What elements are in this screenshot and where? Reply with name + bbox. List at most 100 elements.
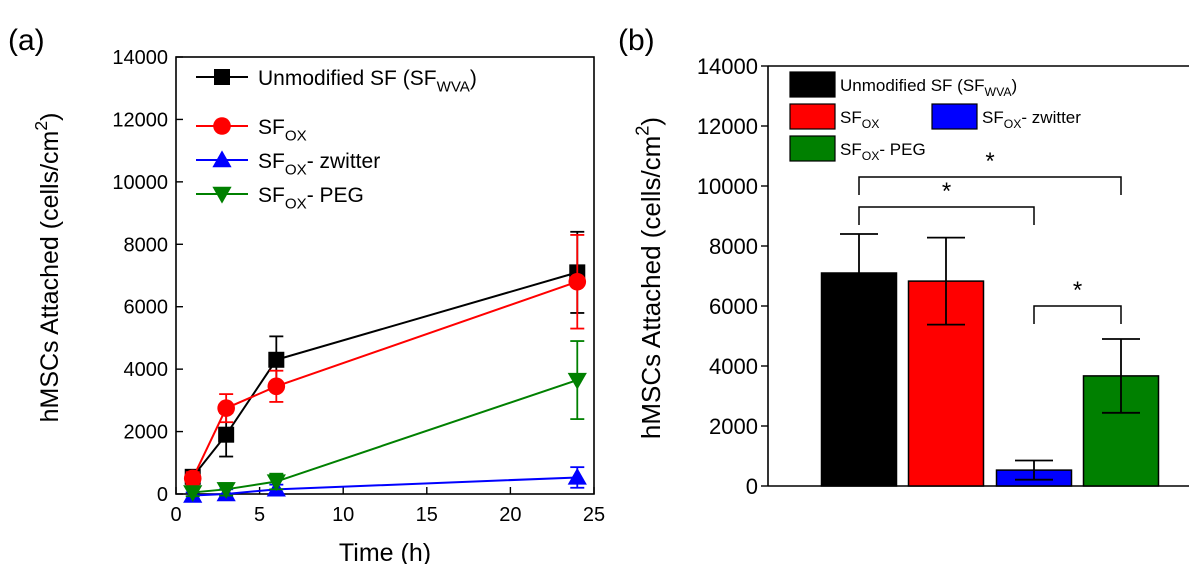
legend-marker (213, 117, 231, 135)
y-tick-label: 2000 (709, 414, 758, 439)
significance-bracket (858, 176, 1122, 195)
y-axis-label-tail: ) (36, 113, 64, 121)
significance-star: * (942, 178, 951, 205)
y-axis-label: hMSCs Attached (cells/cm2) (31, 113, 64, 423)
y-axis-label-text: hMSCs Attached (cells/cm (636, 136, 666, 439)
panel-label-b: (b) (618, 24, 655, 57)
y-tick-label: 2000 (124, 422, 169, 444)
y-tick-label: 4000 (124, 359, 169, 381)
legend-label: Unmodified SF (SFWVA) (840, 76, 1017, 99)
series-line (192, 476, 578, 497)
y-axis-label-superscript: 2 (31, 121, 51, 131)
legend-swatch (931, 103, 978, 130)
legend-label: Unmodified SF (SFWVA) (258, 67, 477, 95)
series-line (191, 280, 578, 479)
legend-marker (214, 69, 230, 85)
legend-label-subscript: OX (285, 161, 307, 178)
data-point (567, 467, 587, 485)
series-line (192, 379, 578, 494)
y-tick-label: 8000 (709, 234, 758, 259)
legend-label-suffix: - PEG (307, 184, 364, 207)
data-point (218, 426, 235, 443)
data-point (216, 482, 236, 499)
y-tick-label: 10000 (697, 174, 758, 199)
series-line (191, 271, 578, 478)
data-point (568, 272, 587, 291)
plot-frame (175, 56, 595, 495)
legend-label: SFOX- zwitter (258, 150, 380, 178)
legend-label: SFOX- zwitter (982, 108, 1081, 131)
series-2 (183, 466, 587, 503)
y-axis-label: hMSCs Attached (cells/cm2) (632, 117, 666, 439)
line-chart: 0 2000 4000 6000 8000 10000 12000 14000 0 5 10 15 20… (31, 47, 605, 564)
legend-label: SFOX- PEG (258, 184, 364, 212)
legend-label-suffix: - zwitter (1021, 108, 1081, 127)
legend-label-base: SF (258, 150, 285, 173)
legend-label-subscript: OX (1004, 117, 1022, 131)
legend-label-suffix: ) (1012, 76, 1018, 95)
x-tick-label: 0 (170, 504, 181, 526)
y-tick-label: 0 (746, 474, 758, 499)
data-point (183, 469, 202, 488)
significance-bracket (858, 206, 1035, 225)
y-tick-label: 6000 (709, 294, 758, 319)
legend-swatch (789, 103, 836, 130)
y-axis-label-superscript: 2 (632, 126, 652, 136)
y-tick-label: 6000 (124, 297, 169, 319)
y-tick-label: 12000 (697, 114, 758, 139)
series-3 (183, 340, 587, 503)
x-tick-label: 10 (332, 504, 354, 526)
series-1 (183, 234, 587, 488)
panel-label-a: (a) (8, 24, 45, 57)
legend-label-base: SF (840, 140, 862, 159)
data-point (267, 377, 286, 396)
y-axis-label-tail: ) (636, 117, 666, 126)
legend-swatch (789, 135, 836, 162)
y-tick-label: 10000 (112, 172, 168, 194)
x-tick-label: 25 (583, 504, 605, 526)
legend-label: SFOX- PEG (840, 140, 926, 163)
legend-label-base: SF (982, 108, 1004, 127)
legend-label: SFOX (258, 116, 307, 144)
legend-marker (212, 186, 232, 204)
legend-label-subscript: OX (285, 127, 307, 144)
legend-label-base: Unmodified SF (SF (840, 76, 985, 95)
significance-star: * (985, 148, 994, 175)
legend-swatch (789, 71, 836, 98)
legend-label-suffix: ) (470, 67, 477, 90)
data-point (266, 474, 286, 492)
x-tick-label: 5 (254, 504, 265, 526)
legend-label-suffix: - PEG (879, 140, 925, 159)
x-tick-label: 20 (499, 504, 521, 526)
legend-label-base: SF (258, 184, 285, 207)
y-tick-label: 0 (157, 484, 168, 506)
bar-chart: 0 2000 4000 6000 8000 10000 12000 14000 hMSCs At… (632, 54, 1189, 499)
legend-label-subscript: WVA (985, 85, 1013, 99)
x-axis-label: Time (h) (339, 539, 431, 564)
y-tick-label: 14000 (112, 47, 168, 69)
legend-label-subscript: OX (862, 117, 880, 131)
data-point (567, 372, 587, 390)
legend-label-subscript: WVA (437, 78, 471, 95)
legend-label-base: SF (258, 116, 285, 139)
legend-label-suffix: - zwitter (307, 150, 381, 173)
data-point (183, 485, 203, 503)
data-point (268, 351, 285, 368)
x-tick-label: 15 (416, 504, 438, 526)
legend-label-subscript: OX (862, 149, 880, 163)
significance-star: * (1073, 277, 1082, 304)
y-axis-label-text: hMSCs Attached (cells/cm (36, 131, 64, 423)
legend-label-subscript: OX (285, 195, 307, 212)
y-tick-label: 4000 (709, 354, 758, 379)
legend-label-base: SF (840, 108, 862, 127)
y-tick-label: 8000 (124, 234, 169, 256)
legend-marker (212, 150, 232, 168)
y-tick-label: 12000 (112, 109, 168, 131)
significance-bracket (1033, 305, 1122, 324)
legend-label-base: Unmodified SF (SF (258, 67, 437, 90)
legend-label: SFOX (840, 108, 879, 131)
series-0 (184, 230, 586, 485)
